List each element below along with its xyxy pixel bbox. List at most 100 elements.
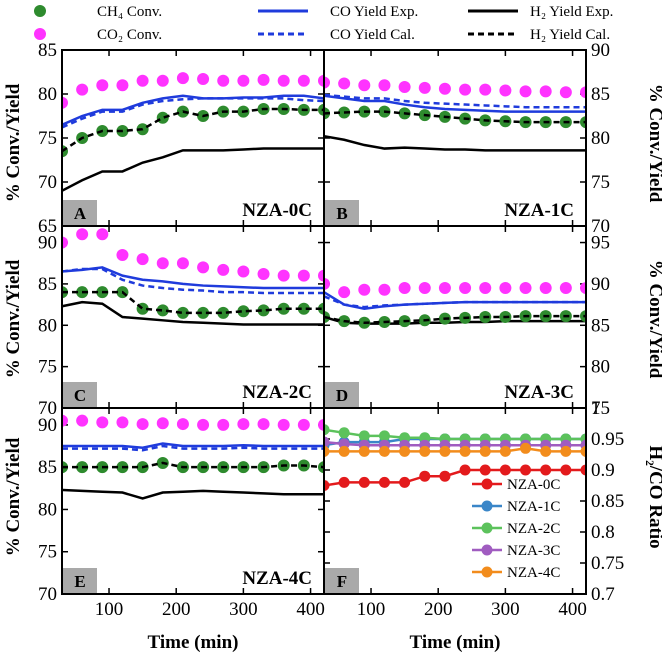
co2-conv-point	[237, 418, 250, 431]
nza-0c-ratio-point	[338, 476, 350, 488]
y-axis-label-top-left: % Conv./Yield	[3, 83, 24, 202]
co2-conv-point	[378, 79, 391, 92]
y-tick-label: 0.95	[591, 429, 624, 450]
co2-conv-point	[539, 282, 552, 295]
ratio-legend-marker-nza-2c	[481, 522, 493, 534]
ratio-legend-marker-nza-3c	[481, 544, 493, 556]
ch4-conv-point	[580, 310, 585, 323]
co2-conv-point	[96, 416, 109, 429]
co2-conv-point	[398, 80, 411, 93]
co2-conv-point	[76, 414, 89, 427]
y-axis-label-mid-right: % Conv./Yield	[645, 260, 662, 379]
ratio-legend-label-nza-0c: NZA-0C	[507, 477, 560, 493]
x-tick-label: 300	[229, 599, 258, 620]
co2-conv-point	[338, 286, 351, 299]
h2-yield-exp-line	[63, 300, 323, 326]
ratio-legend-marker-nza-0c	[481, 478, 493, 490]
ch4-conv-point	[217, 306, 230, 319]
co2-conv-point	[499, 84, 512, 97]
panel-e: 70 75 80 85 90 100 200 300 400 E NZA-4C	[38, 407, 325, 620]
y-tick-label: 0.7	[591, 584, 615, 605]
ratio-legend-label-nza-4c: NZA-4C	[507, 565, 560, 581]
co2-conv-point	[378, 283, 391, 296]
legend-h2-cal-label: H₂ Yield Cal.	[530, 27, 610, 43]
co2-conv-point	[257, 73, 270, 86]
panel-d-plot	[325, 277, 585, 329]
nza-4c-ratio-point	[540, 445, 552, 457]
co2-conv-point	[76, 83, 89, 96]
nza-4c-ratio-point	[338, 445, 350, 457]
panel-a: 65 70 75 80 85 A NZA-0C	[38, 40, 325, 237]
co2-conv-point	[459, 282, 472, 295]
y-tick-label: 85	[591, 315, 610, 336]
nza-4c-ratio-point	[560, 445, 572, 457]
y-tick-label: 70	[591, 216, 610, 237]
nza-4c-ratio-point	[520, 442, 532, 454]
co2-conv-point	[176, 257, 189, 270]
y-tick-label: 70	[38, 172, 57, 193]
x-axis-label-right: Time (min)	[410, 632, 501, 653]
co2-conv-point	[116, 416, 129, 429]
panel-title: NZA-2C	[242, 382, 312, 403]
co2-conv-point	[217, 74, 230, 87]
co-yield-exp-line	[63, 442, 323, 449]
nza-0c-ratio-point	[520, 464, 532, 476]
co2-conv-point	[63, 414, 68, 427]
y-tick-label: 1	[591, 398, 601, 419]
legend-co-exp-label: CO Yield Exp.	[330, 4, 418, 20]
nza-4c-ratio-point	[479, 445, 491, 457]
ratio-legend-label-nza-3c: NZA-3C	[507, 543, 560, 559]
co2-conv-point	[318, 418, 323, 431]
h2-yield-exp-line	[325, 135, 585, 152]
nza-0c-ratio-point	[560, 464, 572, 476]
co2-conv-point	[297, 74, 310, 87]
panel-c-frame	[61, 225, 325, 409]
panel-letter-box	[63, 568, 97, 593]
co2-conv-point	[156, 257, 169, 270]
y-tick-label: 0.85	[591, 491, 624, 512]
panel-b: 70 75 80 85 90 B NZA-1C	[323, 40, 610, 237]
co2-conv-point	[63, 236, 68, 249]
x-tick-label: 200	[424, 599, 453, 620]
h2-yield-cal-line	[63, 290, 323, 315]
y-axis-label-ratio: H₂/CO Ratio	[645, 445, 662, 548]
legend-co2-label: CO₂ Conv.	[97, 27, 162, 43]
h2-yield-exp-line	[63, 488, 323, 500]
h2-yield-exp-line	[63, 147, 323, 192]
ratio-legend: NZA-0C NZA-1C NZA-2C NZA-3C NZA-4C	[472, 477, 560, 581]
nza-0c-ratio-point	[439, 470, 451, 482]
co2-conv-point	[459, 83, 472, 96]
ch4-conv-point	[580, 116, 585, 129]
ch4-conv-point	[197, 306, 210, 319]
ratio-legend-label-nza-1c: NZA-1C	[507, 499, 560, 515]
co2-conv-point	[580, 282, 585, 294]
y-tick-label: 0.75	[591, 553, 624, 574]
ch4-conv-point	[176, 306, 189, 319]
y-axis-label-top-right: % Conv./Yield	[645, 84, 662, 203]
nza-2c-ratio-point	[325, 424, 330, 436]
panel-f: 0.7 0.75 0.8 0.85 0.9 0.95 1 100 200 300 400 NZA-0C…	[323, 398, 624, 620]
co2-conv-point	[277, 269, 290, 282]
co2-conv-point	[580, 86, 585, 99]
co2-conv-point	[297, 418, 310, 431]
co-yield-exp-line	[63, 94, 323, 126]
panel-letter: B	[336, 204, 347, 223]
y-tick-label: 70	[38, 398, 57, 419]
co2-conv-point	[499, 282, 512, 295]
nza-0c-ratio-point	[358, 476, 370, 488]
y-tick-label: 90	[38, 233, 57, 254]
co2-conv-point	[338, 77, 351, 90]
co2-conv-point	[96, 79, 109, 92]
x-axis-label-left: Time (min)	[148, 632, 239, 653]
co2-conv-point	[559, 86, 572, 99]
panel-letter-box	[63, 382, 97, 407]
co2-conv-point	[76, 228, 89, 241]
co2-conv-point	[398, 282, 411, 295]
panel-a-plot	[63, 72, 323, 192]
legend-ch4-marker	[34, 5, 46, 17]
co2-conv-point	[318, 269, 323, 282]
co2-conv-point	[197, 261, 210, 274]
nza-0c-ratio-point	[479, 464, 491, 476]
nza-4c-ratio-point	[325, 445, 330, 457]
